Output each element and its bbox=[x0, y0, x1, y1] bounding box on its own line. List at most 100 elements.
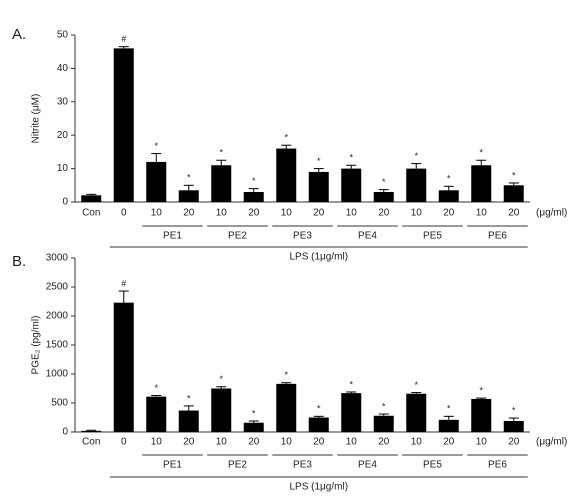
y-tick-label: 3000 bbox=[46, 253, 69, 264]
bar bbox=[178, 410, 199, 432]
bar bbox=[178, 190, 199, 202]
bar bbox=[308, 171, 329, 202]
significance-marker: * bbox=[154, 141, 158, 151]
significance-marker: * bbox=[512, 405, 516, 415]
significance-marker: * bbox=[349, 153, 353, 163]
bar bbox=[81, 195, 102, 202]
y-tick-label: 1500 bbox=[46, 340, 69, 351]
bar bbox=[471, 165, 492, 202]
x-tick-label: 10 bbox=[476, 208, 488, 219]
group-label: PE1 bbox=[163, 460, 182, 471]
x-tick-label: 20 bbox=[183, 437, 195, 448]
bar bbox=[471, 398, 492, 432]
significance-marker: * bbox=[219, 374, 223, 384]
x-tick-label: 10 bbox=[216, 208, 228, 219]
bar bbox=[113, 48, 134, 202]
panel-label: B. bbox=[12, 253, 26, 270]
y-tick-label: 2500 bbox=[46, 282, 69, 293]
bar bbox=[373, 191, 394, 202]
y-axis-label: PGE₂ (pg/ml) bbox=[31, 316, 42, 375]
x-tick-label: 20 bbox=[248, 208, 260, 219]
x-tick-label: 20 bbox=[378, 437, 390, 448]
significance-marker: * bbox=[317, 156, 321, 166]
significance-marker: * bbox=[447, 404, 451, 414]
bar bbox=[81, 430, 102, 432]
panel-label: A. bbox=[12, 26, 26, 43]
group-label: PE6 bbox=[488, 460, 507, 471]
x-tick-label: 0 bbox=[121, 437, 127, 448]
group-label: PE5 bbox=[423, 460, 442, 471]
group-label: PE3 bbox=[293, 460, 312, 471]
x-tick-label: 20 bbox=[508, 437, 520, 448]
group-label: PE5 bbox=[423, 231, 442, 242]
y-tick-label: 10 bbox=[57, 163, 69, 174]
significance-marker: * bbox=[414, 380, 418, 390]
bar bbox=[406, 393, 427, 432]
x-tick-label: 10 bbox=[476, 437, 488, 448]
lps-label: LPS (1μg/ml) bbox=[289, 482, 348, 493]
bar bbox=[276, 148, 297, 202]
significance-marker: * bbox=[187, 393, 191, 403]
significance-marker: * bbox=[284, 370, 288, 380]
y-tick-label: 2000 bbox=[46, 311, 69, 322]
x-tick-label: 0 bbox=[121, 208, 127, 219]
bar bbox=[438, 419, 459, 432]
bar bbox=[406, 168, 427, 202]
significance-marker: * bbox=[382, 401, 386, 411]
significance-marker: * bbox=[252, 176, 256, 186]
x-tick-label: 10 bbox=[151, 208, 163, 219]
significance-marker: * bbox=[219, 148, 223, 158]
bar bbox=[308, 417, 329, 432]
x-tick-label: Con bbox=[82, 437, 100, 448]
bar bbox=[113, 302, 134, 432]
bar bbox=[438, 190, 459, 202]
group-label: PE2 bbox=[228, 460, 247, 471]
y-tick-label: 20 bbox=[57, 130, 69, 141]
bar bbox=[503, 185, 524, 202]
significance-marker: # bbox=[121, 278, 126, 288]
x-tick-label: 10 bbox=[411, 437, 423, 448]
group-label: PE6 bbox=[488, 231, 507, 242]
significance-marker: * bbox=[187, 173, 191, 183]
significance-marker: # bbox=[121, 34, 126, 44]
x-tick-label: 20 bbox=[378, 208, 390, 219]
x-tick-label: 10 bbox=[216, 437, 228, 448]
significance-marker: * bbox=[382, 177, 386, 187]
bar bbox=[146, 161, 167, 202]
significance-marker: * bbox=[479, 385, 483, 395]
bar bbox=[211, 165, 232, 202]
bar bbox=[146, 396, 167, 432]
bar bbox=[276, 383, 297, 432]
bar bbox=[211, 388, 232, 432]
x-unit-label: (μg/ml) bbox=[536, 208, 567, 219]
bar bbox=[341, 393, 362, 432]
significance-marker: * bbox=[447, 174, 451, 184]
x-tick-label: Con bbox=[82, 208, 100, 219]
x-tick-label: 20 bbox=[443, 437, 455, 448]
y-tick-label: 0 bbox=[62, 427, 68, 438]
significance-marker: * bbox=[284, 133, 288, 143]
y-tick-label: 30 bbox=[57, 96, 69, 107]
x-tick-label: 10 bbox=[411, 208, 423, 219]
y-axis-label: Nitrite (μM) bbox=[31, 94, 42, 144]
significance-marker: * bbox=[317, 404, 321, 414]
significance-marker: * bbox=[479, 148, 483, 158]
group-label: PE3 bbox=[293, 231, 312, 242]
significance-marker: * bbox=[414, 151, 418, 161]
x-tick-label: 10 bbox=[281, 208, 293, 219]
bar bbox=[373, 415, 394, 432]
x-tick-label: 20 bbox=[248, 437, 260, 448]
x-tick-label: 20 bbox=[183, 208, 195, 219]
x-tick-label: 20 bbox=[313, 208, 325, 219]
x-tick-label: 10 bbox=[346, 208, 358, 219]
x-tick-label: 10 bbox=[151, 437, 163, 448]
y-tick-label: 0 bbox=[62, 197, 68, 208]
bar bbox=[503, 420, 524, 432]
bar bbox=[341, 168, 362, 202]
y-tick-label: 500 bbox=[51, 398, 68, 409]
significance-marker: * bbox=[154, 383, 158, 393]
significance-marker: * bbox=[512, 170, 516, 180]
x-tick-label: 10 bbox=[346, 437, 358, 448]
lps-label: LPS (1μg/ml) bbox=[289, 252, 348, 263]
